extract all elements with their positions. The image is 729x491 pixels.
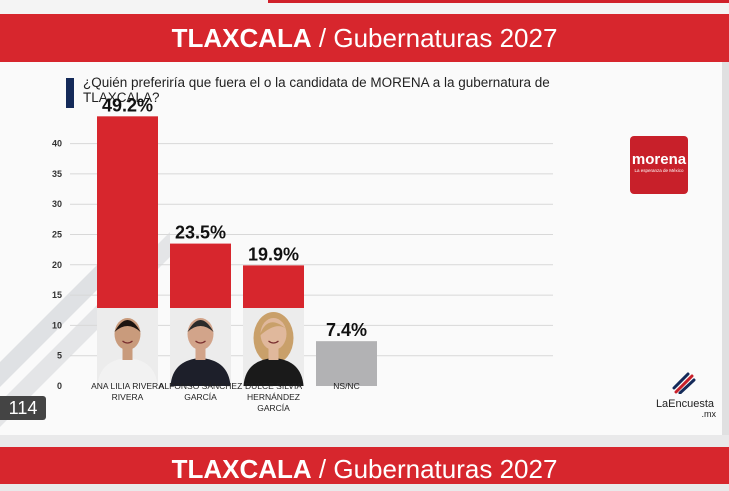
morena-logo: morena La esperanza de México <box>630 136 688 194</box>
banner-state: TLAXCALA <box>171 23 312 53</box>
photo-shoulders <box>97 358 158 386</box>
y-tick-label: 40 <box>52 139 62 149</box>
category-label: ALFONSO SÁNCHEZ <box>159 381 243 391</box>
footer-banner-subtitle: Gubernaturas 2027 <box>333 454 558 484</box>
laencuesta-name: LaEncuesta <box>655 398 715 410</box>
question-accent-bar <box>66 78 74 108</box>
laencuesta-domain: .mx <box>701 409 717 419</box>
photo-smile <box>122 340 133 344</box>
y-tick-label: 15 <box>52 290 62 300</box>
question-text: ¿Quién preferiría que fuera el o la cand… <box>83 75 550 105</box>
category-label: ANA LILIA RIVERA <box>91 381 164 391</box>
value-label: 19.9% <box>248 244 299 264</box>
morena-logo-tagline: La esperanza de México <box>634 168 684 173</box>
candidate-photo <box>97 308 158 386</box>
bar <box>316 341 377 386</box>
footer-banner-state: TLAXCALA <box>171 454 312 484</box>
top-accent-line <box>268 0 729 3</box>
photo-smile <box>195 340 206 344</box>
photo-neck <box>268 348 279 360</box>
photo-hair-bangs <box>259 322 288 336</box>
photo-smile <box>268 340 279 344</box>
candidate-photo <box>243 308 304 386</box>
category-label: DULCE SILVIA <box>245 381 302 391</box>
y-tick-label: 25 <box>52 230 62 240</box>
value-labels: 49.2% 23.5% 19.9% 7.4% <box>102 95 367 340</box>
footer-banner: TLAXCALA / Gubernaturas 2027 <box>0 447 729 484</box>
top-strip <box>0 0 729 14</box>
y-tick-label: 0 <box>57 381 62 391</box>
value-label: 49.2% <box>102 95 153 115</box>
value-label: 7.4% <box>326 320 367 340</box>
header-banner: TLAXCALA / Gubernaturas 2027 <box>0 14 729 62</box>
page-count-badge[interactable]: 114 <box>0 396 46 420</box>
category-label: NS/NC <box>333 381 359 391</box>
candidate-photos <box>97 308 304 386</box>
morena-logo-word: morena <box>631 151 687 168</box>
photo-hair <box>114 320 141 332</box>
laencuesta-logo: LaEncuesta .mx <box>650 372 720 422</box>
y-tick-label: 10 <box>52 320 62 330</box>
category-label: HERNÁNDEZ <box>247 392 300 402</box>
y-tick-label: 5 <box>57 351 62 361</box>
card-edge <box>722 62 729 435</box>
photo-neck <box>195 348 206 360</box>
bar-chart: 0 5 10 15 20 25 30 35 40 49.2% 23.5% 19.9% 7.4% ANA… <box>0 95 553 427</box>
y-tick-label: 20 <box>52 260 62 270</box>
category-label: GARCÍA <box>184 392 217 402</box>
y-tick-label: 30 <box>52 199 62 209</box>
candidate-photo <box>170 308 231 386</box>
photo-neck <box>122 348 133 360</box>
y-tick-label: 35 <box>52 169 62 179</box>
y-axis: 0 5 10 15 20 25 30 35 40 <box>52 139 62 391</box>
banner-separator: / <box>311 23 334 53</box>
value-label: 23.5% <box>175 223 226 243</box>
photo-hair <box>187 320 214 332</box>
laencuesta-mark-icon <box>672 372 696 394</box>
category-label: GARCÍA <box>257 403 290 413</box>
photo-shoulders <box>243 358 304 386</box>
footer-banner-separator: / <box>311 454 334 484</box>
banner-subtitle: Gubernaturas 2027 <box>333 23 558 53</box>
photo-shoulders <box>170 358 231 386</box>
category-label: RIVERA <box>112 392 144 402</box>
